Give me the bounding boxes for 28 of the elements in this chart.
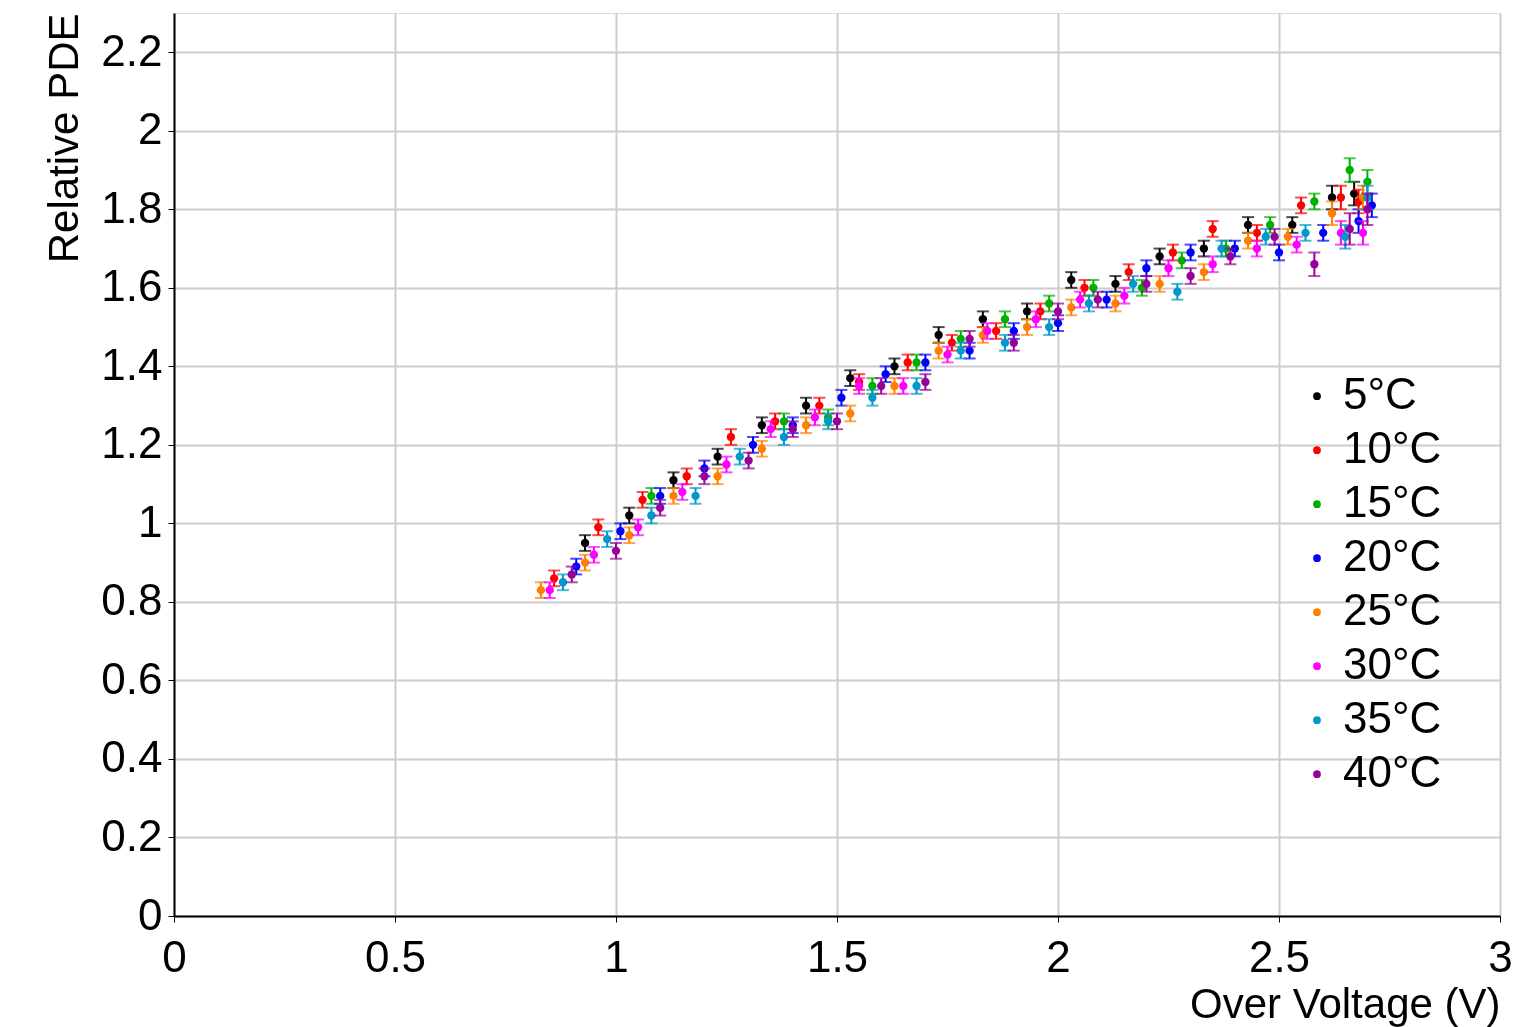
legend-label: 10°C <box>1343 423 1442 473</box>
x-tick-label: 3 <box>1488 931 1513 981</box>
y-tick-label: 0.6 <box>101 653 163 703</box>
y-tick-label: 1.8 <box>101 182 163 232</box>
y-tick-label: 0.4 <box>101 732 163 782</box>
legend-label: 35°C <box>1343 693 1442 743</box>
legend-label: 40°C <box>1343 747 1442 797</box>
x-tick-label: 1 <box>604 931 629 981</box>
y-tick-label: 2 <box>138 104 163 154</box>
legend-label: 20°C <box>1343 531 1442 581</box>
x-axis-title: Over Voltage (V) <box>1190 979 1501 1027</box>
legend-label: 5°C <box>1343 369 1417 419</box>
x-tick-label: 1.5 <box>806 931 869 981</box>
y-tick-label: 0.2 <box>101 810 163 860</box>
y-tick-label: 1.2 <box>101 418 163 468</box>
x-tick-label: 0.5 <box>364 931 427 981</box>
y-tick-label: 0.8 <box>101 575 163 625</box>
y-axis-title: Relative PDE <box>40 13 88 264</box>
y-tick-label: 1 <box>138 496 163 546</box>
y-tick-label: 1.6 <box>101 261 163 311</box>
y-tick-label: 2.2 <box>101 25 163 75</box>
x-tick-label: 2.5 <box>1248 931 1311 981</box>
legend-label: 25°C <box>1343 585 1442 635</box>
legend-label: 30°C <box>1343 639 1442 689</box>
legend-label: 15°C <box>1343 477 1442 527</box>
x-tick-label: 2 <box>1046 931 1071 981</box>
y-tick-label: 1.4 <box>101 339 163 389</box>
y-tick-label: 0 <box>138 889 163 939</box>
